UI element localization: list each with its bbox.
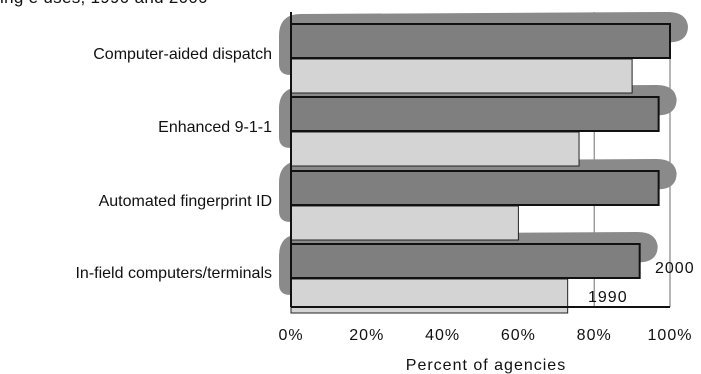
bar-2000 — [290, 243, 641, 279]
chart-title-fragment: ing e uses, 1990 and 2000 — [0, 0, 208, 8]
x-tick-label: 0% — [278, 327, 303, 344]
series-label-2000: 2000 — [655, 260, 695, 277]
category-label: Enhanced 9-1-1 — [158, 119, 272, 136]
category-label: Computer-aided dispatch — [93, 46, 272, 63]
x-tick-label: 20% — [349, 327, 384, 344]
bar-1990 — [290, 205, 519, 241]
bar-2000 — [290, 23, 671, 59]
x-tick-label: 60% — [501, 327, 536, 344]
x-axis-title: Percent of agencies — [406, 357, 566, 374]
x-tick-label: 80% — [577, 327, 612, 344]
category-label: In-field computers/terminals — [75, 265, 272, 282]
category-label: Automated fingerprint ID — [99, 193, 272, 210]
x-tick-label: 100% — [648, 327, 693, 344]
bar-2000 — [290, 96, 660, 132]
bar-2000 — [290, 170, 660, 206]
bar-1990 — [290, 131, 580, 167]
x-tick-label: 40% — [425, 327, 460, 344]
series-label-1990: 1990 — [588, 289, 628, 306]
bar-1990 — [290, 58, 633, 94]
